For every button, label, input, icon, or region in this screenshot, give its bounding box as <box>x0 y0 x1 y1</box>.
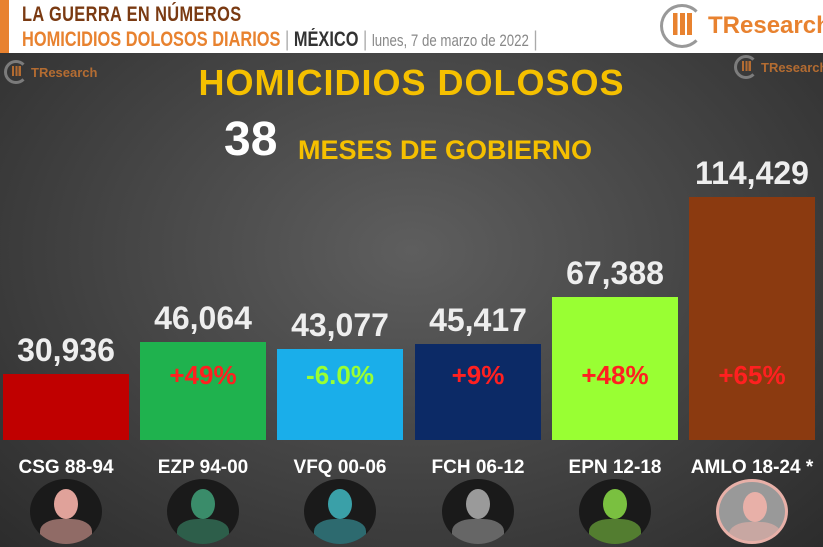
change-label: -6.0% <box>306 360 374 390</box>
value-label: 43,077 <box>291 306 389 343</box>
bar <box>277 348 403 440</box>
bar <box>140 342 266 440</box>
president-portrait <box>716 479 788 544</box>
watermark-text: TResearch <box>31 64 98 80</box>
president-portrait <box>304 479 376 544</box>
separator: | <box>285 28 290 51</box>
president-portrait <box>442 479 514 544</box>
president-portrait <box>579 479 651 544</box>
change-label: +65% <box>718 360 786 390</box>
country: MÉXICO <box>293 28 359 51</box>
separator: | <box>363 28 368 51</box>
president-portrait <box>167 479 239 544</box>
category-label: VFQ 00-06 <box>293 457 387 478</box>
bar <box>689 197 815 440</box>
watermark-left: TResearch <box>4 60 97 84</box>
bar <box>552 296 678 440</box>
header: LA GUERRA EN NÚMEROS HOMICIDIOS DOLOSOS … <box>0 0 823 53</box>
value-label: 45,417 <box>429 301 527 338</box>
separator: | <box>533 28 538 51</box>
value-label: 46,064 <box>154 300 252 337</box>
category-label: CSG 88-94 <box>18 457 114 478</box>
chart-area <box>0 53 823 547</box>
bar <box>3 374 129 440</box>
value-label: 67,388 <box>566 254 664 291</box>
logo-icon <box>734 55 758 79</box>
chart-title: HOMICIDIOS DOLOSOS <box>198 62 625 103</box>
bar <box>415 343 541 440</box>
topic: HOMICIDIOS DOLOSOS DIARIOS <box>22 28 281 51</box>
logo-text: TResearch <box>708 12 823 39</box>
watermark-text: TResearch <box>761 59 823 75</box>
logo-icon <box>4 60 28 84</box>
header-title: LA GUERRA EN NÚMEROS <box>22 3 242 26</box>
value-label: 30,936 <box>17 332 115 369</box>
change-label: +49% <box>169 360 237 390</box>
value-label: 114,429 <box>695 155 809 191</box>
category-label: EPN 12-18 <box>568 457 662 478</box>
category-label: AMLO 18-24 * <box>690 457 814 478</box>
header-subtitle: HOMICIDIOS DOLOSOS DIARIOS | MÉXICO | lu… <box>22 28 538 52</box>
date: lunes, 7 de marzo de 2022 <box>371 31 529 50</box>
watermark-right: TResearch <box>734 55 823 79</box>
logo-icon <box>660 4 704 48</box>
change-label: +48% <box>581 360 649 390</box>
change-label: +9% <box>451 360 505 390</box>
president-portrait <box>30 479 102 544</box>
months-label: MESES DE GOBIERNO <box>298 135 593 165</box>
months-number: 38 <box>224 113 278 166</box>
category-label: EZP 94-00 <box>157 457 249 478</box>
accent-bar <box>0 0 9 53</box>
category-label: FCH 06-12 <box>431 457 525 478</box>
tresearch-logo: TResearch <box>660 4 823 48</box>
